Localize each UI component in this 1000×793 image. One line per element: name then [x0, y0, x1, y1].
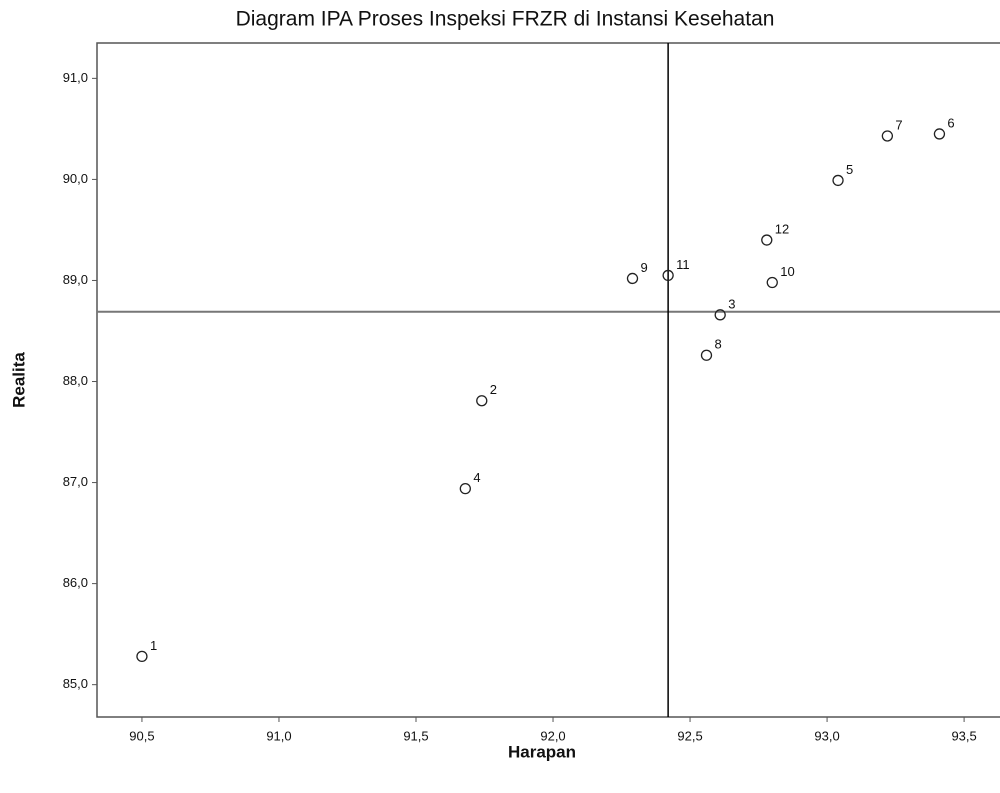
- point: [881, 130, 894, 142]
- x-tick-label: 90,5: [129, 728, 154, 743]
- y-tick-label: 85,0: [63, 676, 88, 691]
- point: [476, 395, 488, 407]
- point-label: 10: [780, 264, 794, 279]
- point-label: 7: [895, 117, 902, 132]
- y-tick-label: 91,0: [63, 70, 88, 85]
- point: [136, 650, 148, 663]
- x-tick-label: 92,0: [540, 728, 565, 743]
- point-label: 5: [846, 162, 853, 177]
- x-tick-label: 93,5: [951, 728, 976, 743]
- x-axis-label: Harapan: [508, 742, 576, 761]
- point-label: 12: [775, 221, 789, 236]
- point: [832, 174, 844, 187]
- chart-title: Diagram IPA Proses Inspeksi FRZR di Inst…: [236, 8, 775, 31]
- point-label: 3: [728, 296, 735, 311]
- y-tick-label: 89,0: [63, 272, 88, 287]
- point-label: 11: [676, 257, 690, 272]
- point: [761, 234, 773, 246]
- point-label: 1: [150, 638, 157, 653]
- point: [662, 269, 674, 282]
- x-tick-label: 92,5: [677, 728, 702, 743]
- y-axis-label: Realita: [9, 352, 28, 408]
- x-tick-label: 91,0: [266, 728, 291, 743]
- point-label: 6: [947, 115, 954, 130]
- point-label: 8: [714, 337, 721, 352]
- point-label: 9: [640, 260, 647, 275]
- point: [714, 309, 726, 321]
- y-tick-label: 88,0: [63, 373, 88, 388]
- plot-frame: [96, 42, 1000, 718]
- point: [459, 482, 471, 495]
- y-tick-label: 87,0: [63, 474, 88, 489]
- point: [766, 276, 778, 289]
- x-tick-label: 93,0: [814, 728, 839, 743]
- point: [933, 128, 946, 140]
- y-tick-label: 86,0: [63, 575, 88, 590]
- point: [626, 272, 639, 285]
- point-label: 4: [473, 470, 480, 485]
- y-tick-label: 90,0: [63, 171, 88, 186]
- x-tick-label: 91,5: [403, 728, 428, 743]
- point: [700, 349, 713, 361]
- point-label: 2: [490, 382, 497, 397]
